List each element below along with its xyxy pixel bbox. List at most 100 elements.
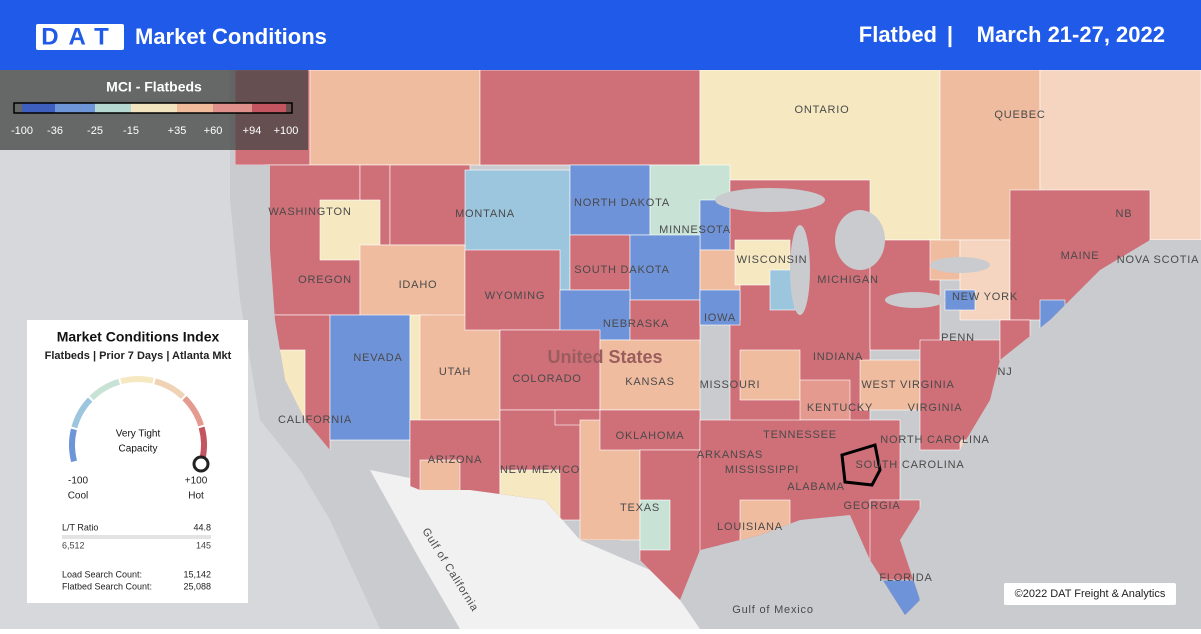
min-label: Cool [68, 491, 89, 502]
legend-tick: +60 [204, 125, 223, 137]
map-label: KANSAS [625, 376, 674, 388]
map-label: QUEBEC [994, 109, 1045, 121]
map-label: ONTARIO [795, 104, 850, 116]
legend-bar: -100 -36 -25 -15 +35 +60 +94 +100 [11, 102, 298, 137]
gauge-needle [192, 455, 210, 473]
region [359, 244, 466, 321]
legend-swatch [213, 103, 252, 113]
header-title: Market Conditions [135, 24, 327, 49]
map-label: UTAH [439, 366, 471, 378]
map-label: TENNESSEE [763, 429, 837, 441]
region [699, 289, 741, 326]
load-search-label: Load Search Count: [62, 569, 142, 579]
lt-label: L/T Ratio [62, 522, 98, 532]
map-label: ALABAMA [787, 481, 845, 493]
flatbed-search-label: Flatbed Search Count: [62, 581, 152, 591]
map-label: Gulf of Mexico [732, 604, 814, 616]
legend-tick: -25 [87, 125, 103, 137]
map-label: NEVADA [353, 352, 402, 364]
card-subtitle: Flatbeds | Prior 7 Days | Atlanta Mkt [45, 350, 232, 362]
legend-swatch [95, 103, 131, 113]
map-label: MINNESOTA [659, 224, 731, 236]
legend-frame [13, 102, 293, 114]
map-label: CALIFORNIA [278, 414, 352, 426]
region [739, 349, 801, 401]
trucks: 145 [196, 540, 211, 550]
logo: DAT [41, 23, 119, 50]
separator: | [947, 22, 953, 47]
gauge-segment [182, 395, 204, 427]
map-label: ARIZONA [428, 454, 483, 466]
legend-swatch [131, 103, 177, 113]
region [329, 314, 411, 441]
map-label: NEW MEXICO [500, 464, 580, 476]
lt-value: 44.8 [193, 522, 211, 532]
map-label: United States [547, 347, 662, 367]
legend-swatch [252, 103, 286, 113]
map-label: TEXAS [620, 502, 660, 514]
map-label: WEST VIRGINIA [861, 379, 954, 391]
status2: Capacity [119, 444, 158, 455]
region [464, 249, 561, 331]
map-label: NEW YORK [952, 291, 1018, 303]
map-label: MISSISSIPPI [725, 464, 799, 476]
legend-swatch [55, 103, 95, 113]
map-label: WISCONSIN [737, 254, 808, 266]
card [27, 320, 248, 603]
map-label: NORTH CAROLINA [880, 434, 989, 446]
region [799, 379, 851, 421]
map-label: PENN [941, 332, 975, 344]
loads: 6,512 [62, 540, 85, 550]
map-label: MONTANA [455, 208, 515, 220]
map-label: INDIANA [813, 351, 863, 363]
logo-box [36, 24, 124, 50]
map-label: OKLAHOMA [616, 430, 685, 442]
header-bar [0, 0, 1201, 70]
map-label: LOUISIANA [717, 521, 783, 533]
legend-tick: -100 [11, 125, 33, 137]
copyright-box [1004, 583, 1176, 605]
map-label: KENTUCKY [807, 402, 873, 414]
atlanta-market [840, 443, 882, 487]
map-label: NEBRASKA [603, 318, 669, 330]
region [859, 359, 921, 411]
region [569, 234, 631, 291]
map-label: MISSOURI [700, 379, 761, 391]
region [569, 164, 651, 236]
map-label: SOUTH DAKOTA [574, 264, 670, 276]
legend-title: MCI - Flatbeds [106, 79, 202, 95]
region [599, 339, 701, 411]
equipment: Flatbed [859, 22, 937, 47]
map-label: MICHIGAN [817, 274, 878, 286]
gauge-segment [69, 428, 78, 463]
gauge-segment [89, 378, 121, 401]
lakes [715, 188, 990, 315]
map-label: OREGON [298, 274, 352, 286]
map-label: IOWA [704, 312, 736, 324]
map-label: COLORADO [512, 373, 581, 385]
map-label: GEORGIA [844, 500, 901, 512]
card-title: Market Conditions Index [57, 329, 220, 345]
regions [235, 70, 1201, 615]
max: +100 [185, 476, 208, 487]
max-label: Hot [188, 491, 204, 502]
min: -100 [68, 476, 88, 487]
gauge-segment [198, 426, 207, 461]
legend-tick: +35 [168, 125, 187, 137]
gauge-segment [120, 376, 154, 385]
region [639, 499, 671, 551]
gauge-segment [71, 397, 93, 429]
map-labels: ONTARIO QUEBEC WASHINGTON MONTANA NORTH DAKO… [268, 104, 1198, 616]
lt-bar [62, 535, 211, 539]
legend-swatch [177, 103, 213, 113]
region [389, 164, 471, 246]
flatbed-search: 25,088 [183, 581, 211, 591]
legend-tick: -36 [47, 125, 63, 137]
gauge-segment [154, 378, 186, 400]
map-label: NB [1116, 208, 1133, 220]
mexico [370, 470, 700, 629]
copyright: ©2022 DAT Freight & Analytics [1015, 588, 1166, 600]
region [499, 329, 601, 411]
map-label: MAINE [1061, 250, 1100, 262]
map-label: ARKANSAS [697, 449, 763, 461]
